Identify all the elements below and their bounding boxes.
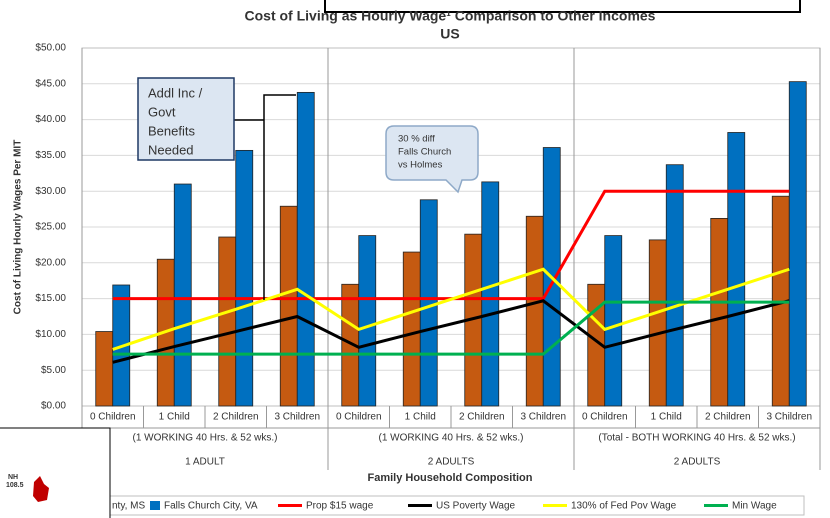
group-label: (Total - BOTH WORKING 40 Hrs. & 52 wks.) [598, 433, 795, 444]
legend-label: US Poverty Wage [436, 501, 516, 512]
callout [385, 125, 479, 194]
legend-label: Min Wage [732, 501, 777, 512]
x-tick-label: 3 Children [766, 412, 812, 423]
y-tick-label: $20.00 [35, 257, 66, 268]
chart-title: Cost of Living as Hourly Wage¹ Compariso… [245, 8, 656, 24]
group-label: (1 WORKING 40 Hrs. & 52 wks.) [132, 433, 277, 444]
group-label: 2 ADULTS [428, 457, 475, 468]
top-box [324, 0, 801, 13]
x-tick-label: 3 Children [274, 412, 320, 423]
legend-label: Prop $15 wage [306, 501, 374, 512]
legend-swatch [150, 501, 160, 510]
y-axis-label: Cost of Living Hourly Wages Per MIT [13, 140, 24, 315]
annotation-text: Addl Inc / [148, 85, 203, 100]
y-tick-label: $0.00 [41, 401, 66, 412]
overlay-map [33, 476, 49, 502]
bar [279, 205, 298, 407]
y-tick-label: $10.00 [35, 329, 66, 340]
bar [218, 236, 237, 407]
x-tick-label: 1 Child [651, 412, 682, 423]
bar [604, 235, 623, 407]
annotation-text: Benefits [148, 123, 195, 138]
y-tick-label: $45.00 [35, 78, 66, 89]
annotation-text: Govt [148, 104, 176, 119]
bar [358, 235, 377, 407]
group-label: 1 ADULT [185, 457, 225, 468]
callout-text: 30 % diff [398, 134, 435, 145]
bar [648, 239, 667, 407]
bracket [234, 94, 296, 300]
bar [481, 181, 500, 407]
group-label: 2 ADULTS [674, 457, 721, 468]
overlay-text: NH [8, 474, 18, 481]
overlay-box [0, 427, 111, 518]
y-tick-label: $5.00 [41, 365, 66, 376]
line-series [112, 299, 790, 364]
x-tick-label: 2 Children [459, 412, 505, 423]
bar [788, 81, 807, 407]
bar [727, 132, 746, 407]
x-tick-label: 0 Children [582, 412, 628, 423]
group-label: (1 WORKING 40 Hrs. & 52 wks.) [378, 433, 523, 444]
bar [296, 91, 315, 407]
bar [235, 149, 254, 407]
y-tick-label: $30.00 [35, 186, 66, 197]
callout-text: vs Holmes [398, 160, 443, 171]
x-tick-label: 1 Child [159, 412, 190, 423]
legend-label: 130% of Fed Pov Wage [571, 501, 677, 512]
bar [173, 183, 192, 407]
x-tick-label: 3 Children [520, 412, 566, 423]
annotation-text: Needed [148, 142, 194, 157]
bar [665, 164, 684, 407]
annotation-box [137, 77, 235, 161]
bar [402, 251, 421, 407]
line-series [112, 267, 790, 351]
y-tick-label: $25.00 [35, 222, 66, 233]
x-tick-label: 2 Children [705, 412, 751, 423]
chart-subtitle: US [440, 26, 459, 42]
bar [710, 218, 729, 407]
legend-label: nty, MS [112, 501, 145, 512]
x-tick-label: 0 Children [336, 412, 382, 423]
callout-text: Falls Church [398, 147, 451, 158]
bar [419, 199, 438, 407]
x-tick-label: 2 Children [213, 412, 259, 423]
bar [95, 331, 114, 407]
x-tick-label: 1 Child [405, 412, 436, 423]
line-series [112, 189, 790, 301]
y-tick-label: $15.00 [35, 293, 66, 304]
x-tick-label: 0 Children [90, 412, 136, 423]
y-tick-label: $40.00 [35, 114, 66, 125]
overlay-text: 108.5 [6, 482, 24, 489]
y-tick-label: $35.00 [35, 150, 66, 161]
line-series [112, 300, 790, 356]
x-axis-label: Family Household Composition [367, 472, 532, 484]
bar [525, 215, 544, 407]
y-tick-label: $50.00 [35, 43, 66, 54]
legend-label: Falls Church City, VA [164, 501, 258, 512]
